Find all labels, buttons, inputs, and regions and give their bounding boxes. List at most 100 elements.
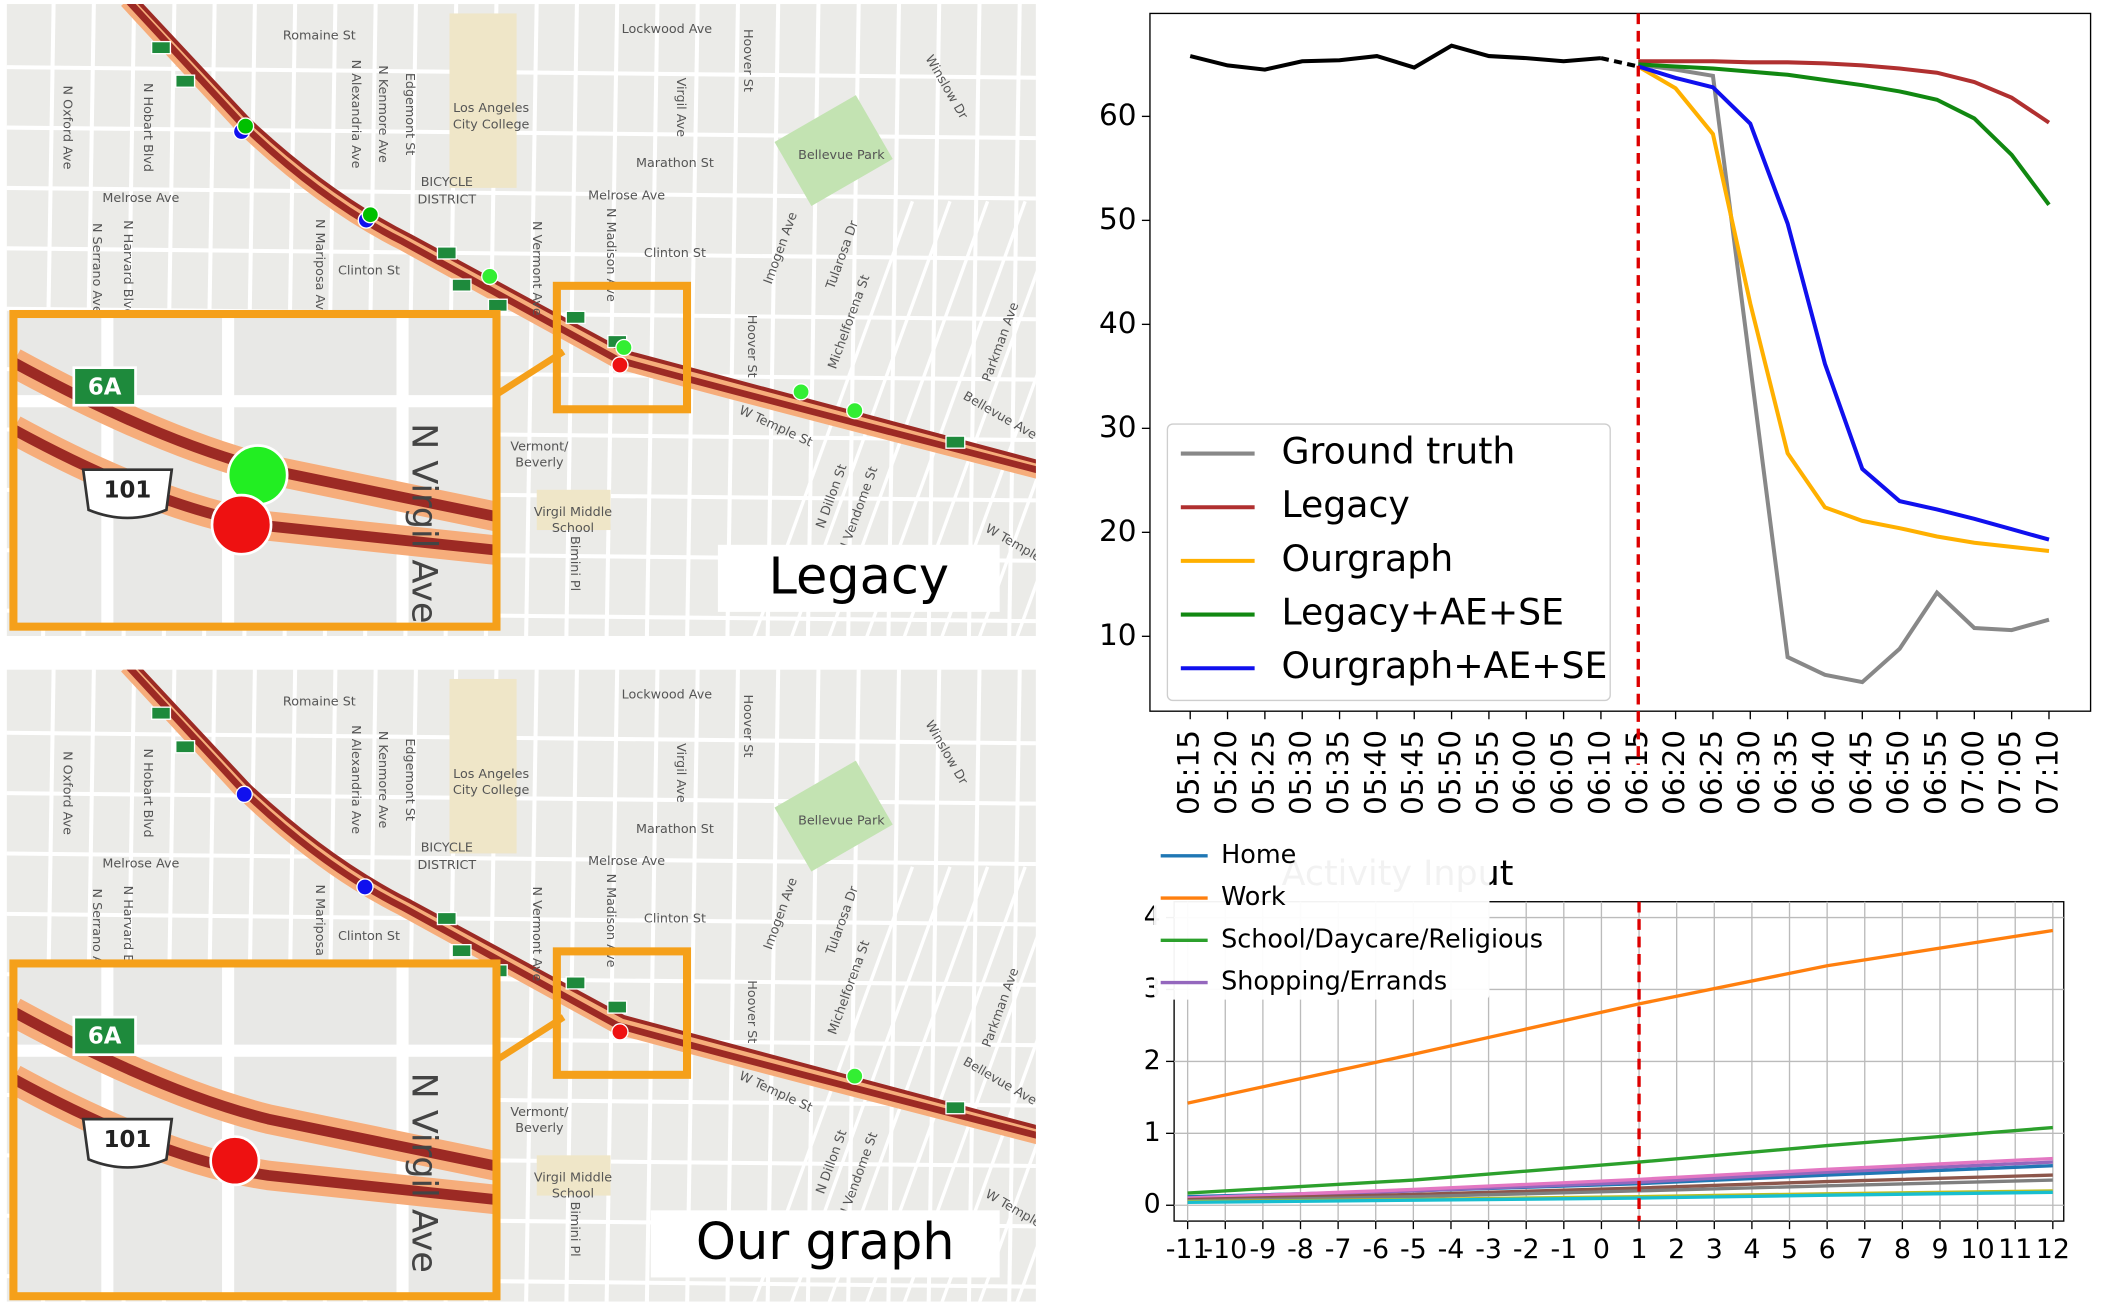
street-label: N Madison Ave [603,208,618,302]
street [805,4,821,637]
street-label: N Hobart Blvd [140,749,155,838]
x-tick-label: -10 [1203,1234,1247,1265]
inset-exit-sign [72,1015,137,1057]
zoom-box [552,281,692,414]
series-line [1189,43,1602,72]
legend-label: Legacy+AE+SE [1281,591,1564,634]
x-tick-label: 3 [1706,1234,1723,1265]
x-tick-label: -4 [1438,1234,1465,1265]
exit-sign [436,246,457,260]
street [1015,1245,1036,1302]
street-label: Hoover St [740,695,755,758]
street-label: Clinton St [338,929,400,944]
street-label: Edgemont St [402,73,417,155]
x-tick-label: 06:10 [1582,730,1616,815]
street [725,4,740,637]
street-label: Marathon St [636,822,714,837]
street-label: N Serrano Ave [89,223,104,314]
legend-box [1166,423,1611,702]
exit-sign [565,310,586,325]
series-line [1187,1190,2053,1205]
street [886,669,901,1302]
inset-exit-label: 6A [88,374,122,400]
street-label: Los Angeles [453,101,529,116]
x-tick-label: 06:35 [1769,730,1803,815]
legend-label: Shopping/Errands [1221,967,1447,997]
sensor-dot [611,1023,629,1041]
street-label: Bimini Pl [567,536,582,591]
inset-exit-label: 6A [88,1024,122,1050]
x-tick-label: 8 [1894,1234,1911,1265]
sensor-dot [792,383,810,401]
freeway [126,4,1036,474]
x-tick-label: 9 [1931,1234,1948,1265]
park [536,1155,611,1196]
street-label: Melrose Ave [102,857,179,872]
x-tick-label: 0 [1593,1234,1610,1265]
x-tick-label: 06:30 [1732,730,1766,815]
legend-label: Work [1221,882,1286,912]
exit-sign [945,435,966,449]
sensor-dot [235,785,253,804]
street-label: BICYCLE [421,841,473,856]
street-label: Lockwood Ave [622,688,713,703]
street-label: School [552,1187,594,1202]
street-label: Melrose Ave [588,188,665,203]
inset-exit-sign [72,366,137,407]
x-tick-label: -8 [1287,1234,1314,1265]
inset-shield-label: 101 [104,478,152,504]
freeway [137,4,1036,464]
legend-label: Ourgraph+AE+SE [1281,644,1607,687]
inset-shield-label: 101 [104,1127,152,1153]
inset-frame [9,959,501,1301]
street-label: Virgil Middle [534,505,612,520]
street-label: N Mariposa Ave [312,885,327,984]
street-label: Lockwood Ave [622,22,713,37]
y-tick-label: 10 [1099,618,1137,652]
street [6,246,1036,261]
street [966,669,982,1302]
x-tick-label: 06:55 [1918,730,1952,815]
park [449,678,517,854]
exit-sign [607,1000,628,1014]
street [685,4,700,637]
street-label: Bellevue Park [798,148,885,163]
x-tick-label: 07:00 [1956,730,1990,815]
inset: 6A 101 N Virgil Ave [13,314,497,627]
street-label: Beverly [515,1121,564,1136]
legend-label: Legacy [1281,483,1409,526]
street [886,4,901,637]
street [926,669,942,1302]
street [978,476,1036,637]
y-tick-label: 0 [1144,1189,1161,1220]
street [725,669,740,1302]
freeway [126,669,1036,1139]
street-label: Melrose Ave [102,191,179,206]
x-tick-label: 06:15 [1620,730,1654,815]
exit-sign [487,298,508,312]
street-label: Bellevue Park [798,814,885,829]
street [765,4,781,637]
street-label: N Kenmore Ave [375,731,390,829]
street-label: Marathon St [636,156,714,171]
park [536,489,611,531]
street-label: School [552,521,594,536]
street-label: Hoover St [744,980,759,1043]
inset-street-label: N Virgil Ave [404,423,444,623]
inset-street-label: N Virgil Ave [404,1073,444,1273]
sensor-dot [611,356,629,374]
sensor-dot [481,267,499,286]
x-tick-label: 05:45 [1396,730,1430,815]
street-label: City College [453,783,530,798]
street-label: Virgil Ave [673,743,688,803]
legend-label: Home [1221,840,1296,870]
street-label: Virgil Ave [673,78,688,138]
series-line [1187,928,2054,1105]
sensor-dot [236,117,255,135]
street-label: DISTRICT [417,858,476,873]
inset: 6A 101 N Virgil Ave [13,963,497,1297]
street-label: Vermont/ [510,439,569,454]
street-label: DISTRICT [417,192,476,207]
x-tick-label: 06:50 [1881,730,1915,815]
